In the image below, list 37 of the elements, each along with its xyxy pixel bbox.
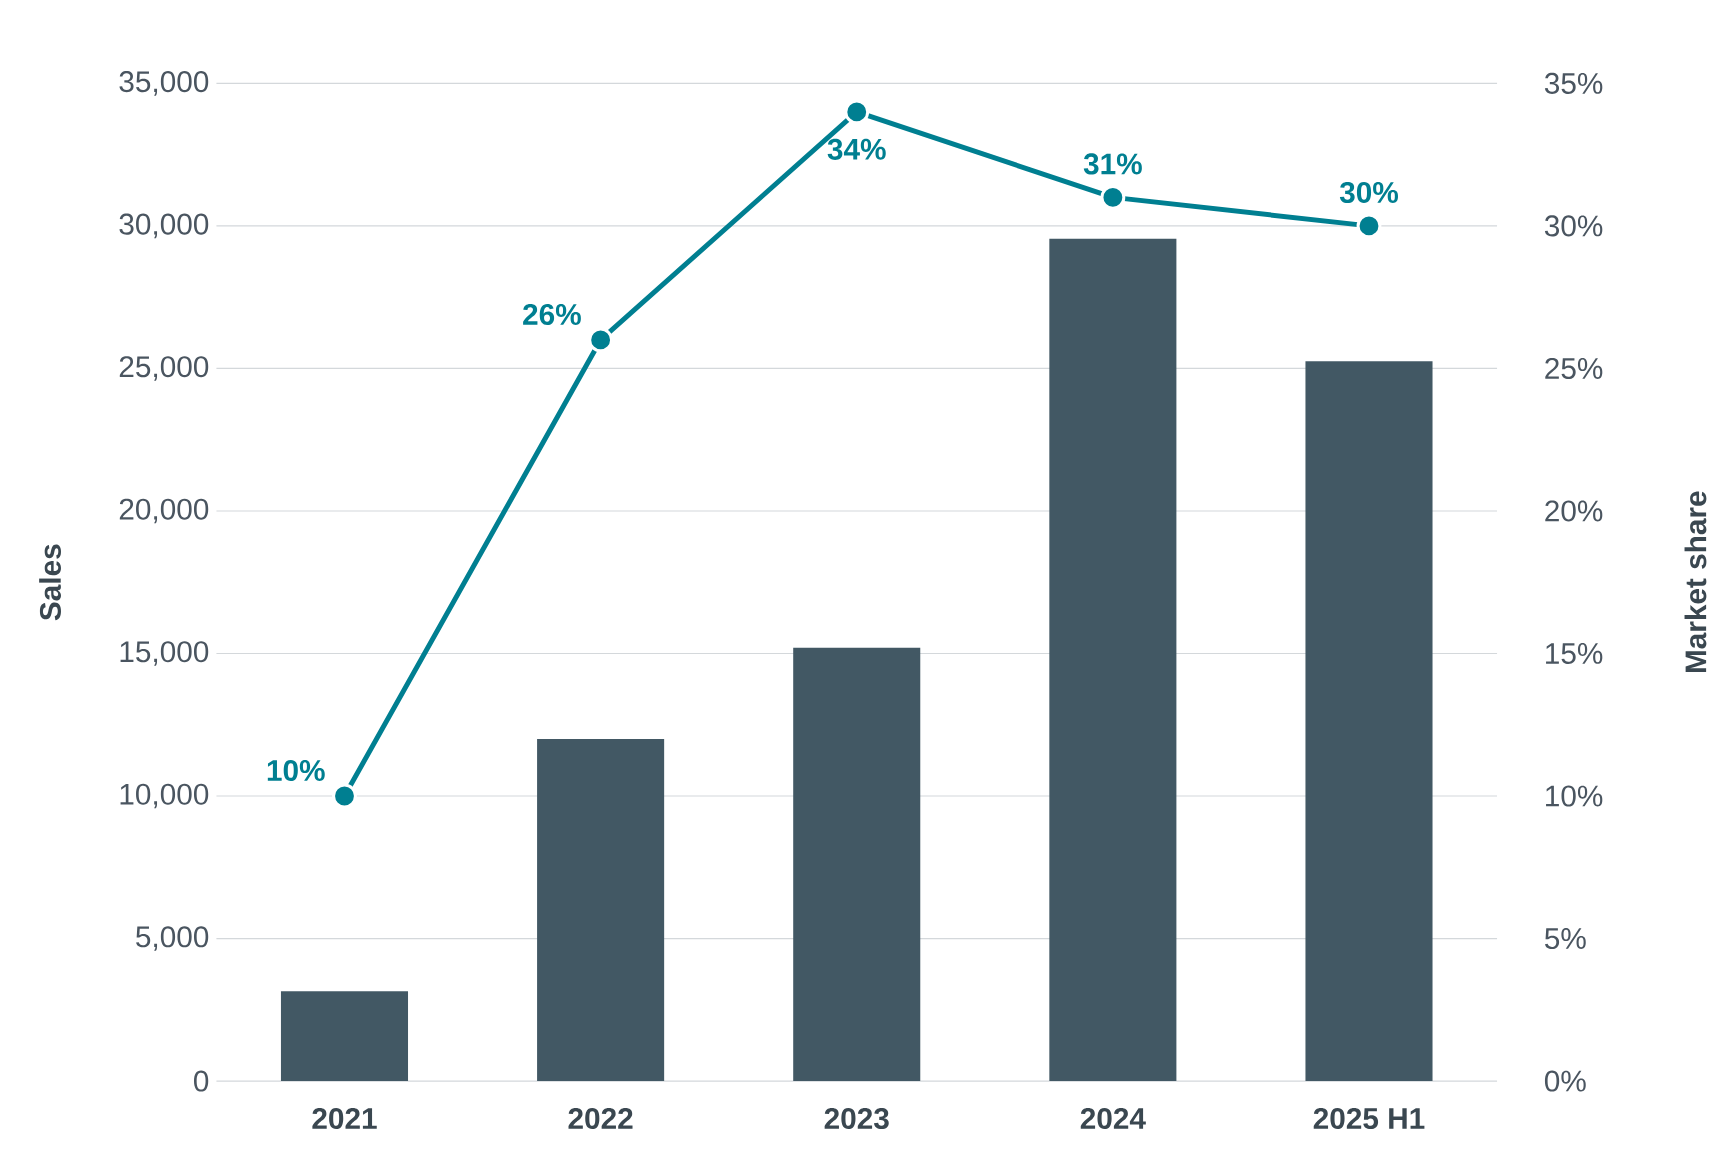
data-label: 31% [1083, 153, 1142, 175]
x-tick-label: 2025 H1 [1313, 1107, 1425, 1129]
y2-tick-label: 5% [1544, 927, 1586, 949]
data-label: 10% [267, 759, 325, 781]
point [1356, 213, 1382, 239]
y-tick-label: 10,000 [120, 783, 209, 809]
y2-tick-label: 25% [1545, 357, 1603, 379]
y2-tick-label: 10% [1546, 785, 1603, 807]
y2-axis-title: Market share [1684, 491, 1707, 672]
y-tick-label: 15,000 [120, 640, 209, 666]
x-tick-label: 2023 [824, 1107, 889, 1129]
bar [537, 738, 665, 1081]
y2-tick-label: 30% [1544, 215, 1603, 237]
point [588, 327, 614, 353]
y2-tick-label: 35% [1544, 72, 1603, 94]
y-tick-label: 30,000 [119, 213, 209, 238]
bar [280, 991, 409, 1081]
x-tick-label: 2024 [1080, 1107, 1146, 1129]
x-tick-label: 2021 [312, 1107, 377, 1129]
y-tick-label: 25,000 [119, 355, 209, 381]
data-label: 26% [523, 303, 581, 325]
x-tick-label: 2022 [568, 1107, 633, 1129]
y-tick-label: 20,000 [119, 498, 209, 524]
y2-tick-label: 20% [1545, 500, 1603, 522]
y2-tick-label: 15% [1546, 642, 1603, 664]
bar [793, 647, 921, 1081]
y-tick-label: 0 [194, 1070, 209, 1092]
data-label: 30% [1339, 181, 1398, 203]
y-tick-label: 5,000 [136, 926, 209, 951]
y-tick-label: 35,000 [119, 70, 209, 96]
y-axis-title: Sales [39, 544, 61, 621]
y2-tick-label: 0% [1544, 1070, 1586, 1092]
point [332, 783, 357, 809]
bar [1049, 238, 1177, 1081]
data-label: 34% [827, 138, 886, 160]
bar [1305, 361, 1433, 1081]
point [844, 99, 870, 125]
